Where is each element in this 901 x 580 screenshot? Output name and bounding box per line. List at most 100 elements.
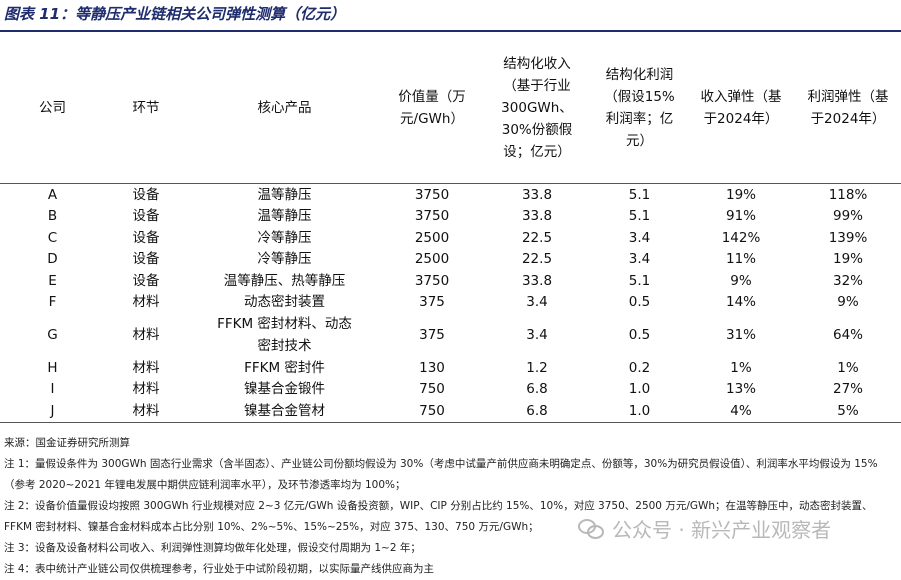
- cell-profit: 3.4: [628, 229, 651, 246]
- cell-segment: 材料: [132, 294, 160, 311]
- cell-profit: 5.1: [628, 208, 651, 225]
- cell-rev-elasticity: 13%: [725, 381, 756, 398]
- cell-segment: 材料: [105, 400, 187, 423]
- table-row: G 材料 FFKM 密封材料、动态密封技术 375 3.4 0.5 31% 64%: [0, 313, 901, 357]
- table-row: D 设备 冷等静压 2500 22.5 3.4 11% 19%: [0, 249, 901, 271]
- header-profit: 结构化利润（假设15%利润率；亿元）: [592, 33, 687, 184]
- header-company: 公司: [0, 33, 105, 184]
- title-divider: [0, 30, 901, 32]
- cell-profit-elasticity: 5%: [795, 400, 901, 423]
- cell-company: D: [47, 251, 58, 268]
- source-note: 来源：国金证券研究所测算: [4, 437, 130, 449]
- cell-revenue: 6.8: [482, 400, 592, 423]
- cell-value: 3750: [414, 208, 450, 225]
- cell-profit: 1.0: [592, 400, 687, 423]
- cell-segment: 材料: [132, 359, 160, 376]
- cell-product: 温等静压: [257, 186, 312, 203]
- cell-rev-elasticity: 31%: [725, 327, 756, 343]
- cell-company: A: [47, 186, 58, 203]
- note-2: 注 2：设备价值量假设均按照 300GWh 行业规模对应 2~3 亿元/GWh …: [4, 500, 873, 533]
- table-row: H 材料 FFKM 密封件 130 1.2 0.2 1% 1%: [0, 357, 901, 379]
- table-row: B 设备 温等静压 3750 33.8 5.1 91% 99%: [0, 206, 901, 228]
- cell-profit-elasticity: 139%: [828, 229, 868, 246]
- cell-profit: 1.0: [628, 381, 651, 398]
- cell-profit-elasticity: 32%: [832, 272, 863, 289]
- cell-profit-elasticity: 1%: [837, 359, 859, 376]
- cell-product: 温等静压、热等静压: [223, 272, 346, 289]
- cell-product: 温等静压: [257, 208, 312, 225]
- cell-product: FFKM 密封材料、动态密封技术: [217, 316, 352, 354]
- watermark-text: 公众号 · 新兴产业观察者: [612, 517, 832, 542]
- cell-segment: 设备: [132, 272, 160, 289]
- cell-value: 375: [419, 327, 445, 343]
- cell-segment: 设备: [132, 251, 160, 268]
- cell-revenue: 6.8: [526, 381, 548, 398]
- wechat-icon: [578, 517, 604, 539]
- elasticity-table: 公司 环节 核心产品 价值量（万元/GWh） 结构化收入（基于行业300GWh、…: [0, 33, 901, 423]
- cell-company: G: [47, 327, 58, 343]
- cell-rev-elasticity: 91%: [725, 208, 756, 225]
- note-3: 注 3：设备及设备材料公司收入、利润弹性测算均做年化处理，假设交付周期为 1~2…: [4, 542, 421, 554]
- cell-revenue: 33.8: [521, 208, 553, 225]
- cell-profit: 3.4: [628, 251, 651, 268]
- cell-value: 3750: [414, 272, 450, 289]
- cell-profit-elasticity: 19%: [832, 251, 863, 268]
- cell-profit: 0.5: [628, 327, 651, 343]
- cell-product: FFKM 密封件: [244, 359, 325, 376]
- cell-company: B: [47, 208, 58, 225]
- cell-profit-elasticity: 99%: [832, 208, 863, 225]
- cell-profit-elasticity: 27%: [832, 381, 863, 398]
- header-value: 价值量（万元/GWh）: [382, 33, 482, 184]
- cell-company: F: [48, 294, 57, 311]
- cell-revenue: 3.4: [526, 327, 548, 343]
- cell-rev-elasticity: 19%: [725, 186, 756, 203]
- cell-company: H: [47, 359, 58, 376]
- cell-product: 动态密封装置: [244, 294, 325, 311]
- cell-revenue: 3.4: [526, 294, 548, 311]
- cell-profit: 0.2: [628, 359, 651, 376]
- cell-rev-elasticity: 4%: [687, 400, 795, 423]
- cell-rev-elasticity: 9%: [730, 272, 752, 289]
- header-profit-elasticity: 利润弹性（基于2024年）: [795, 33, 901, 184]
- cell-value: 130: [419, 359, 445, 376]
- cell-profit: 5.1: [628, 272, 651, 289]
- table-row: I 材料 镍基合金锻件 750 6.8 1.0 13% 27%: [0, 379, 901, 401]
- cell-segment: 设备: [132, 229, 160, 246]
- cell-company: C: [47, 229, 58, 246]
- cell-revenue: 22.5: [521, 229, 553, 246]
- cell-rev-elasticity: 142%: [721, 229, 761, 246]
- cell-product: 镍基合金锻件: [244, 381, 325, 398]
- cell-company: J: [0, 400, 105, 423]
- cell-product: 冷等静压: [257, 229, 312, 246]
- cell-profit: 5.1: [628, 186, 651, 203]
- watermark: 公众号 · 新兴产业观察者: [578, 515, 832, 542]
- table-header-row: 公司 环节 核心产品 价值量（万元/GWh） 结构化收入（基于行业300GWh、…: [0, 33, 901, 184]
- cell-revenue: 33.8: [521, 186, 553, 203]
- header-revenue: 结构化收入（基于行业300GWh、30%份额假设；亿元）: [482, 33, 592, 184]
- table-row: C 设备 冷等静压 2500 22.5 3.4 142% 139%: [0, 227, 901, 249]
- cell-value: 750: [382, 400, 482, 423]
- cell-revenue: 22.5: [521, 251, 553, 268]
- cell-segment: 设备: [132, 208, 160, 225]
- cell-segment: 设备: [132, 186, 160, 203]
- cell-segment: 材料: [132, 381, 160, 398]
- cell-company: E: [48, 272, 57, 289]
- cell-company: I: [50, 381, 55, 398]
- table-row: A 设备 温等静压 3750 33.8 5.1 19% 118%: [0, 184, 901, 206]
- cell-value: 3750: [414, 186, 450, 203]
- cell-segment: 材料: [132, 327, 160, 343]
- cell-profit-elasticity: 118%: [828, 186, 868, 203]
- cell-value: 2500: [414, 229, 450, 246]
- cell-value: 750: [419, 381, 445, 398]
- cell-rev-elasticity: 1%: [730, 359, 752, 376]
- table-row: F 材料 动态密封装置 375 3.4 0.5 14% 9%: [0, 292, 901, 314]
- table-row: J 材料 镍基合金管材 750 6.8 1.0 4% 5%: [0, 400, 901, 423]
- cell-profit-elasticity: 64%: [832, 327, 863, 343]
- header-product: 核心产品: [187, 33, 382, 184]
- cell-value: 2500: [414, 251, 450, 268]
- cell-revenue: 33.8: [521, 272, 553, 289]
- header-segment: 环节: [105, 33, 187, 184]
- table-body: A 设备 温等静压 3750 33.8 5.1 19% 118% B 设备 温等静压 3750 33.8…: [0, 184, 901, 423]
- cell-revenue: 1.2: [526, 359, 548, 376]
- cell-product: 冷等静压: [257, 251, 312, 268]
